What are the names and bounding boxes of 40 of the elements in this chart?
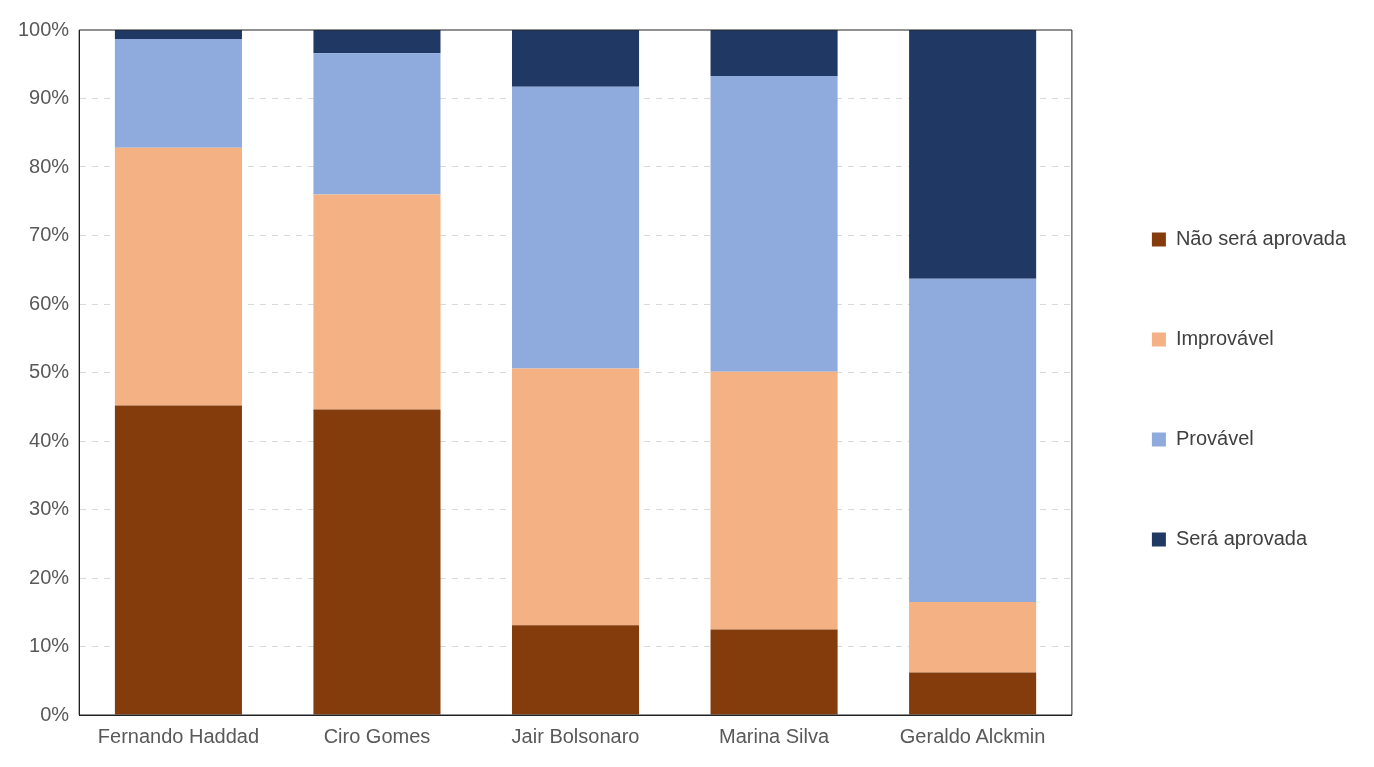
legend-label: Provável [1175, 427, 1254, 450]
bar [114, 38, 242, 148]
bar [909, 30, 1037, 279]
bar [313, 53, 441, 195]
bar [710, 629, 838, 715]
y-tick-label: 60% [29, 291, 70, 314]
legend-label: Será aprovada [1175, 527, 1308, 550]
bar [313, 194, 441, 410]
y-tick-label: 80% [29, 154, 70, 177]
x-tick-label: Ciro Gomes [323, 724, 431, 747]
bar [511, 368, 640, 626]
bar [909, 601, 1037, 673]
bar [114, 405, 242, 715]
bar [511, 86, 640, 369]
legend-label: Não será aprovada [1175, 227, 1347, 250]
x-tick-label: Fernando Haddad [97, 724, 260, 747]
y-tick-label: 50% [29, 360, 70, 383]
y-tick-label: 100% [18, 17, 70, 40]
bar [313, 409, 441, 715]
x-tick-label: Jair Bolsonaro [511, 724, 640, 747]
y-tick-label: 10% [29, 634, 70, 657]
bar [313, 30, 441, 54]
y-tick-label: 90% [29, 86, 70, 109]
y-tick-label: 20% [29, 565, 70, 588]
bar [114, 30, 242, 39]
bar [114, 147, 242, 406]
bar [909, 672, 1037, 715]
bar [710, 30, 838, 76]
legend-label: Improvável [1175, 327, 1274, 350]
x-tick-label: Geraldo Alckmin [899, 724, 1046, 747]
y-tick-label: 0% [40, 702, 70, 725]
y-tick-label: 40% [29, 428, 70, 451]
bar [909, 278, 1037, 602]
x-tick-label: Marina Silva [719, 724, 830, 747]
bar [511, 30, 640, 87]
bar [710, 75, 838, 372]
y-tick-label: 70% [29, 223, 70, 246]
bar [710, 371, 838, 630]
y-tick-label: 30% [29, 497, 70, 520]
bar [511, 625, 640, 715]
